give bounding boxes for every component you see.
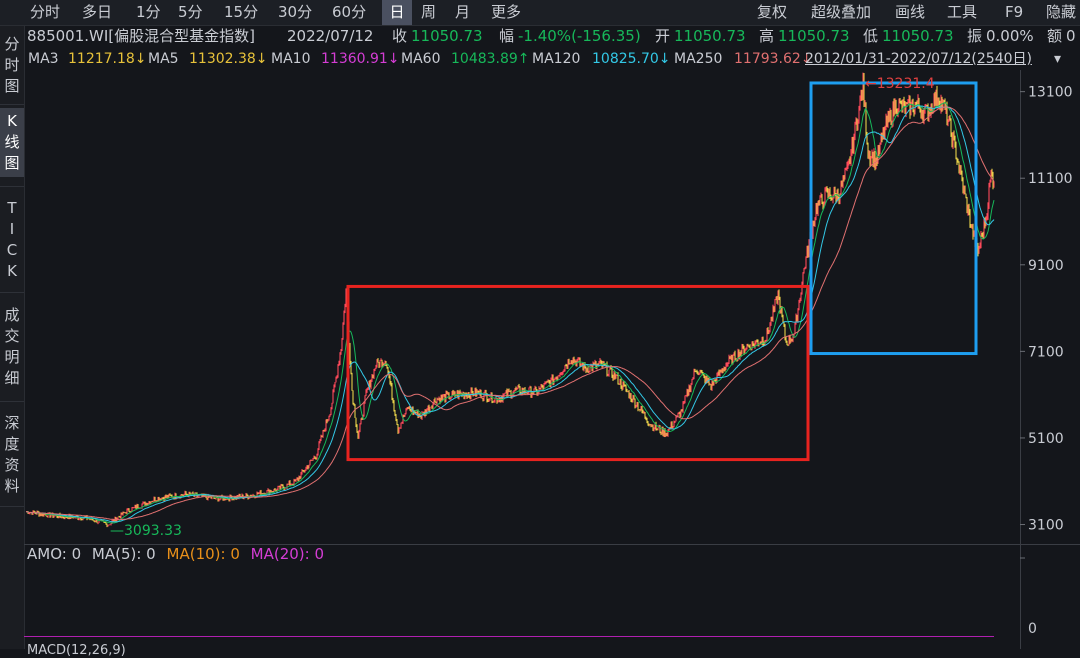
ma60-label: MA60 bbox=[401, 51, 441, 67]
super-overlay-button[interactable]: 超级叠加 bbox=[811, 3, 872, 21]
kline-chart[interactable]: 3100 5100 7100 9100 11100 13100 0 —3093.33 ←1323… bbox=[24, 70, 1080, 649]
ma5-label: MA5 bbox=[148, 51, 179, 67]
low-value: 11050.73 bbox=[882, 27, 954, 45]
y-tick-label: 7100 bbox=[1028, 344, 1064, 360]
open-value: 11050.73 bbox=[674, 27, 746, 45]
y-tick-label: 5100 bbox=[1028, 431, 1064, 447]
amo-zero-label: 0 bbox=[1028, 621, 1037, 637]
hide-button[interactable]: 隐藏 bbox=[1046, 3, 1077, 21]
ma60-value: 10483.89↑ bbox=[451, 51, 530, 67]
period-tab-1min[interactable]: 1分 bbox=[136, 3, 161, 21]
sidebar-divider bbox=[0, 506, 24, 507]
sidebar-divider bbox=[0, 401, 24, 402]
amplitude-label: 振 bbox=[967, 27, 983, 45]
period-toolbar: 分时 多日 1分 5分 15分 30分 60分 日 周 月 更多 复权 超级叠加… bbox=[0, 0, 1080, 26]
low-annotation: —3093.33 bbox=[110, 523, 182, 539]
f9-button[interactable]: F9 bbox=[1005, 3, 1024, 21]
amo-legend: AMO: 0 MA(5): 0 MA(10): 0 MA(20): 0 bbox=[27, 544, 324, 564]
sidebar-divider bbox=[0, 186, 24, 187]
sidebar-item-trade-detail[interactable]: 成 交 明 细 bbox=[4, 306, 20, 387]
sidebar-item-tick[interactable]: T I C K bbox=[6, 199, 18, 280]
sidebar-item-fenshi[interactable]: 分 时 图 bbox=[4, 35, 20, 95]
close-value: 11050.73 bbox=[411, 27, 483, 45]
amo-label: AMO: 0 bbox=[27, 545, 82, 563]
ma120-label: MA120 bbox=[532, 51, 581, 67]
draw-line-button[interactable]: 画线 bbox=[895, 3, 926, 21]
amo-ma5: MA(5): 0 bbox=[91, 545, 156, 563]
ma-legend-bar: MA3 11217.18↓ MA5 11302.38↓ MA10 11360.9… bbox=[24, 48, 1080, 70]
ma10-label: MA10 bbox=[271, 51, 311, 67]
view-sidebar: 分 时 图 K 线 图 T I C K 成 交 明 细 深 度 资 料 bbox=[0, 26, 25, 649]
sidebar-item-kline[interactable]: K 线 图 bbox=[0, 108, 24, 177]
ma120-value: 10825.70↓ bbox=[592, 51, 671, 67]
high-label: 高 bbox=[759, 27, 775, 45]
period-tab-more[interactable]: 更多 bbox=[491, 3, 522, 21]
ma120-line bbox=[25, 105, 995, 523]
high-annotation: ←13231.4 bbox=[865, 76, 935, 92]
open-label: 开 bbox=[655, 27, 671, 45]
amo-ma10: MA(10): 0 bbox=[166, 545, 240, 563]
y-tick-label: 3100 bbox=[1028, 518, 1064, 534]
y-tick-label: 13100 bbox=[1028, 85, 1073, 101]
red-highlight-box bbox=[346, 284, 810, 462]
ma3-label: MA3 bbox=[28, 51, 59, 67]
range-dropdown-icon[interactable]: ▾ bbox=[1054, 51, 1062, 67]
ma3-value: 11217.18↓ bbox=[68, 51, 147, 67]
change-value: -1.40%(-156.35) bbox=[518, 27, 641, 45]
ma5-value: 11302.38↓ bbox=[189, 51, 268, 67]
instrument-name: 885001.WI[偏股混合型基金指数] bbox=[27, 27, 255, 45]
period-tab-multiday[interactable]: 多日 bbox=[82, 3, 113, 21]
y-tick-label: 9100 bbox=[1028, 258, 1064, 274]
period-tab-month[interactable]: 月 bbox=[455, 3, 471, 21]
period-tab-fenshi[interactable]: 分时 bbox=[30, 3, 61, 21]
fuquan-button[interactable]: 复权 bbox=[757, 3, 788, 21]
blue-highlight-box bbox=[809, 81, 978, 356]
amount-value: 0 bbox=[1066, 27, 1076, 45]
ma250-label: MA250 bbox=[674, 51, 723, 67]
change-label: 幅 bbox=[499, 27, 515, 45]
y-tick-label: 11100 bbox=[1028, 171, 1073, 187]
quote-info-bar: 885001.WI[偏股混合型基金指数] 2022/07/12 收 11050.… bbox=[24, 25, 1080, 47]
sidebar-divider bbox=[0, 104, 24, 105]
ma250-line bbox=[25, 106, 995, 521]
high-value: 11050.73 bbox=[778, 27, 850, 45]
period-tab-5min[interactable]: 5分 bbox=[178, 3, 203, 21]
ma60-line bbox=[25, 102, 995, 524]
quote-date: 2022/07/12 bbox=[287, 27, 374, 45]
date-range: 2012/01/31-2022/07/12(2540日) bbox=[805, 51, 1032, 67]
close-label: 收 bbox=[392, 27, 408, 45]
ma10-value: 11360.91↓ bbox=[321, 51, 400, 67]
low-label: 低 bbox=[863, 27, 879, 45]
period-tab-30min[interactable]: 30分 bbox=[278, 3, 313, 21]
amount-label: 额 bbox=[1047, 27, 1063, 45]
period-tab-15min[interactable]: 15分 bbox=[224, 3, 259, 21]
tools-button[interactable]: 工具 bbox=[947, 3, 978, 21]
period-tab-60min[interactable]: 60分 bbox=[332, 3, 367, 21]
amo-ma20: MA(20): 0 bbox=[250, 545, 325, 563]
macd-label: MACD(12,26,9) bbox=[27, 643, 126, 658]
sidebar-divider bbox=[0, 292, 24, 293]
sidebar-item-depth-info[interactable]: 深 度 资 料 bbox=[4, 414, 20, 495]
period-tab-week[interactable]: 周 bbox=[421, 3, 437, 21]
ma250-value: 11793.62↓ bbox=[734, 51, 813, 67]
period-tab-day[interactable]: 日 bbox=[382, 0, 412, 25]
amplitude-value: 0.00% bbox=[986, 27, 1034, 45]
